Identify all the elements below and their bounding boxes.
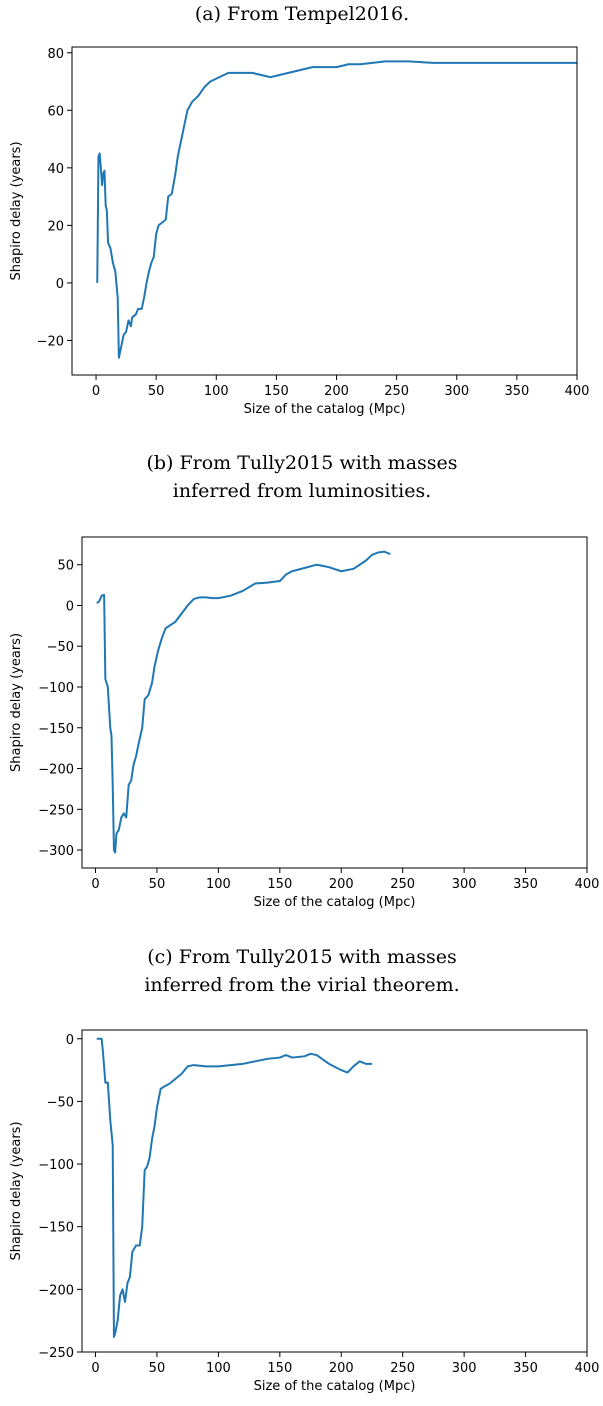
x-axis-label: Size of the catalog (Mpc) — [244, 402, 406, 417]
x-axis-label: Size of the catalog (Mpc) — [254, 895, 416, 910]
x-tick-label: 100 — [206, 1361, 231, 1376]
y-tick-label: −50 — [47, 640, 74, 655]
y-tick-label: −50 — [47, 1095, 74, 1110]
x-tick-label: 50 — [149, 877, 166, 892]
y-tick-label: −200 — [38, 763, 74, 778]
x-tick-label: 350 — [513, 877, 538, 892]
plot-frame — [71, 46, 578, 376]
x-tick-label: 0 — [92, 384, 100, 399]
x-tick-label: 400 — [575, 1361, 600, 1376]
data-line — [96, 60, 577, 359]
y-tick-label: −100 — [38, 681, 74, 696]
x-tick-label: 400 — [575, 877, 600, 892]
x-tick-label: 200 — [329, 1361, 354, 1376]
y-tick-label: −20 — [37, 334, 64, 349]
caption: (c) From Tully2015 with masses — [147, 946, 457, 968]
x-tick-label: 350 — [504, 384, 529, 399]
plot-frame — [81, 1029, 588, 1353]
data-line — [96, 550, 391, 854]
x-tick-label: 250 — [390, 1361, 415, 1376]
y-tick-label: 20 — [47, 219, 64, 234]
y-tick-label: 0 — [66, 1033, 74, 1048]
x-axis-label: Size of the catalog (Mpc) — [254, 1379, 416, 1394]
y-tick-label: −200 — [38, 1283, 74, 1298]
caption: inferred from luminosities. — [173, 480, 431, 502]
y-tick-label: 50 — [57, 559, 74, 574]
x-tick-label: 50 — [148, 384, 165, 399]
x-tick-label: 150 — [264, 384, 289, 399]
x-tick-label: 150 — [267, 1361, 292, 1376]
x-tick-label: 50 — [149, 1361, 166, 1376]
x-tick-label: 250 — [390, 877, 415, 892]
data-line — [96, 1037, 372, 1338]
y-tick-label: −300 — [38, 844, 74, 859]
x-tick-label: 300 — [444, 384, 469, 399]
y-tick-label: 0 — [56, 277, 64, 292]
y-tick-label: −250 — [38, 803, 74, 818]
x-tick-label: 200 — [329, 877, 354, 892]
x-tick-label: 0 — [91, 1361, 99, 1376]
x-tick-label: 400 — [565, 384, 590, 399]
x-tick-label: 300 — [452, 877, 477, 892]
x-tick-label: 250 — [384, 384, 409, 399]
y-axis-label: Shapiro delay (years) — [9, 1121, 24, 1260]
x-tick-label: 100 — [206, 877, 231, 892]
y-axis-label: Shapiro delay (years) — [9, 141, 24, 280]
x-tick-label: 100 — [204, 384, 229, 399]
y-tick-label: −150 — [38, 1221, 74, 1236]
caption: inferred from the virial theorem. — [144, 974, 459, 996]
y-tick-label: −250 — [38, 1346, 74, 1361]
y-tick-label: −150 — [38, 722, 74, 737]
x-tick-label: 150 — [267, 877, 292, 892]
x-tick-label: 300 — [452, 1361, 477, 1376]
x-tick-label: 200 — [324, 384, 349, 399]
x-tick-label: 0 — [91, 877, 99, 892]
caption: (b) From Tully2015 with masses — [146, 452, 457, 474]
y-tick-label: 60 — [47, 104, 64, 119]
caption: (a) From Tempel2016. — [195, 3, 409, 25]
y-tick-label: 0 — [66, 599, 74, 614]
x-tick-label: 350 — [513, 1361, 538, 1376]
y-tick-label: 80 — [47, 47, 64, 62]
y-tick-label: 40 — [47, 162, 64, 177]
plot-frame — [81, 536, 588, 869]
y-tick-label: −100 — [38, 1158, 74, 1173]
y-axis-label: Shapiro delay (years) — [9, 633, 24, 772]
